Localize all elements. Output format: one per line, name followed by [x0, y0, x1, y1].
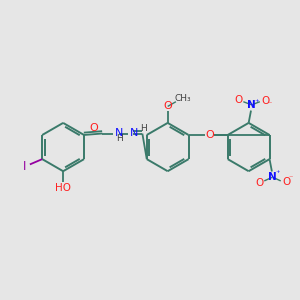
Text: O: O — [235, 95, 243, 105]
Text: O: O — [89, 123, 98, 133]
Text: HO: HO — [55, 183, 71, 193]
Text: H: H — [117, 134, 123, 143]
Text: O: O — [261, 95, 269, 106]
Text: I: I — [23, 160, 26, 173]
Text: ⁺: ⁺ — [275, 169, 280, 178]
Text: ⁺: ⁺ — [255, 98, 259, 107]
Text: H: H — [140, 124, 147, 133]
Text: O: O — [163, 101, 172, 111]
Text: ⁻: ⁻ — [289, 174, 293, 183]
Text: ⁻: ⁻ — [268, 100, 272, 109]
Text: O: O — [206, 130, 214, 140]
Text: N: N — [115, 128, 123, 138]
Text: O: O — [282, 177, 290, 187]
Text: CH₃: CH₃ — [174, 94, 191, 103]
Text: N: N — [129, 128, 138, 138]
Text: N: N — [268, 172, 277, 182]
Text: N: N — [247, 100, 256, 110]
Text: O: O — [255, 178, 264, 188]
